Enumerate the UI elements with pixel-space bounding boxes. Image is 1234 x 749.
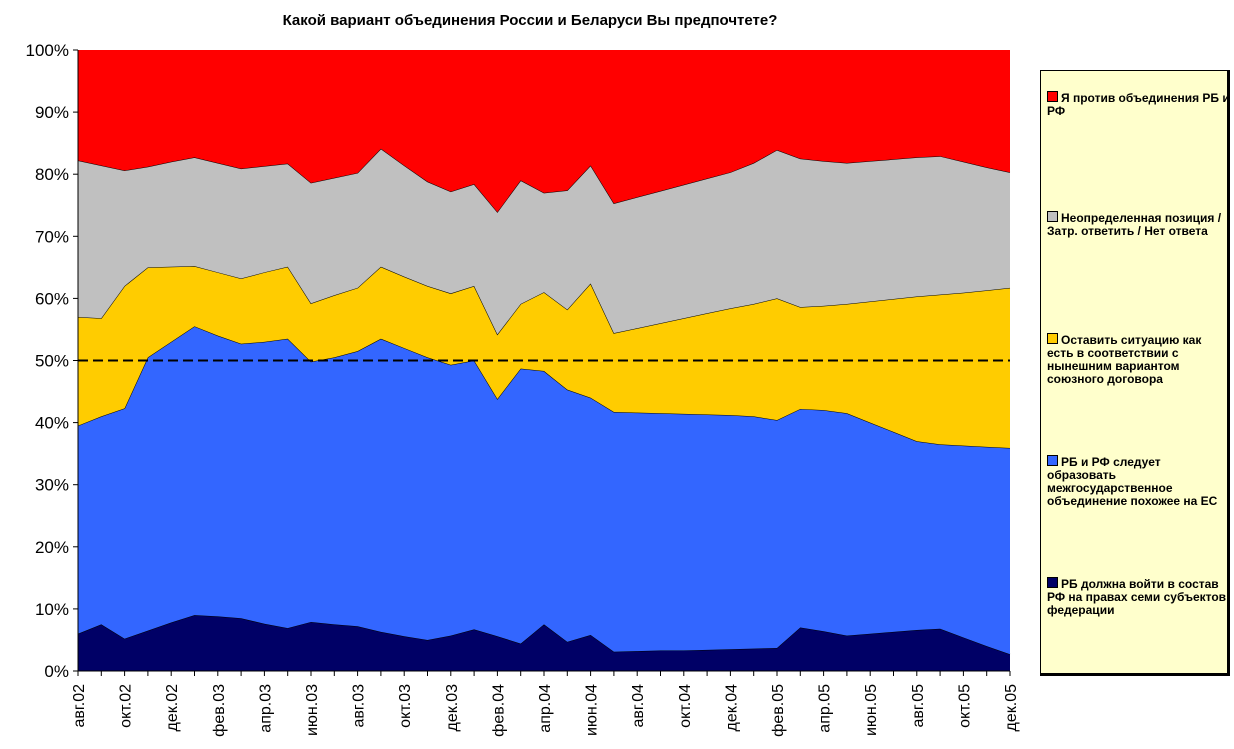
y-tick-label: 50%: [35, 352, 69, 371]
x-tick-label: апр.04: [537, 684, 554, 733]
x-tick-label: авг.02: [71, 684, 88, 728]
x-tick-label: фев.05: [770, 684, 787, 737]
legend-entry: РБ должна войти в состав РФ на правах се…: [1047, 577, 1231, 617]
x-tick-label: окт.05: [956, 684, 973, 728]
legend: Я против объединения РБ и РФ Неопределенн…: [1040, 70, 1230, 676]
y-tick-label: 10%: [35, 600, 69, 619]
area: [78, 266, 1010, 449]
y-tick-label: 0%: [44, 662, 69, 681]
legend-swatch: [1047, 211, 1058, 222]
x-tick-label: авг.05: [910, 684, 927, 728]
x-tick-label: июн.03: [304, 684, 321, 736]
legend-entry: Оставить ситуацию как есть в соответстви…: [1047, 333, 1231, 386]
area: [78, 148, 1010, 335]
legend-label: Оставить ситуацию как есть в соответстви…: [1047, 333, 1202, 386]
x-tick-label: дек.03: [444, 684, 461, 732]
legend-label: Я против объединения РБ и РФ: [1047, 91, 1230, 118]
legend-entry: Неопределенная позиция /Затр. ответить /…: [1047, 211, 1231, 238]
y-tick-label: 100%: [26, 41, 69, 60]
area: [78, 50, 1010, 213]
legend-swatch: [1047, 333, 1058, 344]
x-tick-label: июн.04: [584, 684, 601, 736]
legend-label: РБ должна войти в состав РФ на правах се…: [1047, 577, 1227, 617]
y-tick-label: 40%: [35, 414, 69, 433]
y-tick-label: 90%: [35, 103, 69, 122]
x-tick-label: дек.05: [1003, 684, 1020, 732]
legend-entry: РБ и РФ следует образовать межгосударств…: [1047, 455, 1231, 508]
x-tick-label: фев.03: [211, 684, 228, 737]
area: [78, 326, 1010, 655]
x-tick-label: фев.04: [490, 684, 507, 737]
y-tick-label: 30%: [35, 476, 69, 495]
legend-swatch: [1047, 577, 1058, 588]
area: [78, 615, 1010, 671]
x-tick-label: апр.05: [817, 684, 834, 733]
y-tick-label: 70%: [35, 227, 69, 246]
legend-swatch: [1047, 455, 1058, 466]
x-tick-label: окт.02: [118, 684, 135, 728]
x-tick-label: апр.03: [257, 684, 274, 733]
x-tick-label: авг.04: [630, 684, 647, 728]
x-tick-label: окт.04: [677, 684, 694, 728]
x-tick-label: дек.02: [164, 684, 181, 732]
y-tick-label: 20%: [35, 538, 69, 557]
y-tick-label: 80%: [35, 165, 69, 184]
legend-entry: Я против объединения РБ и РФ: [1047, 91, 1231, 118]
x-tick-label: авг.03: [351, 684, 368, 728]
legend-swatch: [1047, 91, 1058, 102]
x-tick-label: окт.03: [397, 684, 414, 728]
y-tick-label: 60%: [35, 289, 69, 308]
legend-label: Неопределенная позиция /Затр. ответить /…: [1047, 211, 1222, 238]
legend-label: РБ и РФ следует образовать межгосударств…: [1047, 455, 1218, 508]
chart-title: Какой вариант объединения России и Белар…: [283, 12, 778, 29]
x-tick-label: дек.04: [723, 684, 740, 732]
x-tick-label: июн.05: [863, 684, 880, 736]
